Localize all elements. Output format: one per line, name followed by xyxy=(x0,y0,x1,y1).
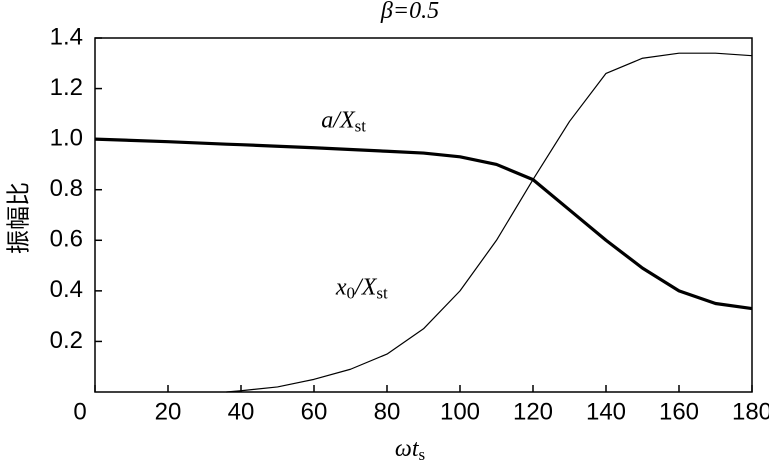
annotation-main: /X xyxy=(353,274,378,300)
x-tick-label: 40 xyxy=(228,398,255,425)
series-annotation: a/Xst xyxy=(321,107,366,135)
series-line xyxy=(94,137,753,311)
x-label-main: ωt xyxy=(395,436,420,462)
x-label-sub: s xyxy=(419,445,426,464)
y-tick-label: 0.6 xyxy=(50,226,83,253)
y-axis-label: 振幅比 xyxy=(5,182,32,254)
plot-frame xyxy=(94,37,753,393)
x-tick-label: 60 xyxy=(301,398,328,425)
x-tick-label: 80 xyxy=(374,398,401,425)
title-text: β=0.5 xyxy=(380,0,439,24)
series-line xyxy=(226,52,753,393)
annotation-sub: 0 xyxy=(347,283,356,302)
y-tick-label: 1.2 xyxy=(50,74,83,101)
annotation-main: x xyxy=(335,274,347,300)
annotation-sub: st xyxy=(355,116,367,135)
series-annotation: x0/Xst xyxy=(335,274,388,302)
chart-title: β=0.5 xyxy=(380,0,439,24)
x-tick-label: 160 xyxy=(659,398,699,425)
y-tick-label: 1.4 xyxy=(50,23,83,50)
x-tick-label: 100 xyxy=(440,398,480,425)
y-tick-label: 0.8 xyxy=(50,175,83,202)
x-tick-label: 140 xyxy=(586,398,626,425)
x-tick-label: 20 xyxy=(155,398,182,425)
y-tick-label: 0.4 xyxy=(50,276,83,303)
annotation-main: a/X xyxy=(321,107,356,133)
x-tick-label: 120 xyxy=(513,398,553,425)
y-tick-label: 0.2 xyxy=(50,327,83,354)
x-tick-label: 180 xyxy=(732,398,769,425)
annotation-sub: st xyxy=(376,283,388,302)
y-tick-label: 1.0 xyxy=(50,124,83,151)
x-axis-label: ωts xyxy=(395,436,425,464)
x-tick-label: 0 xyxy=(73,398,86,425)
